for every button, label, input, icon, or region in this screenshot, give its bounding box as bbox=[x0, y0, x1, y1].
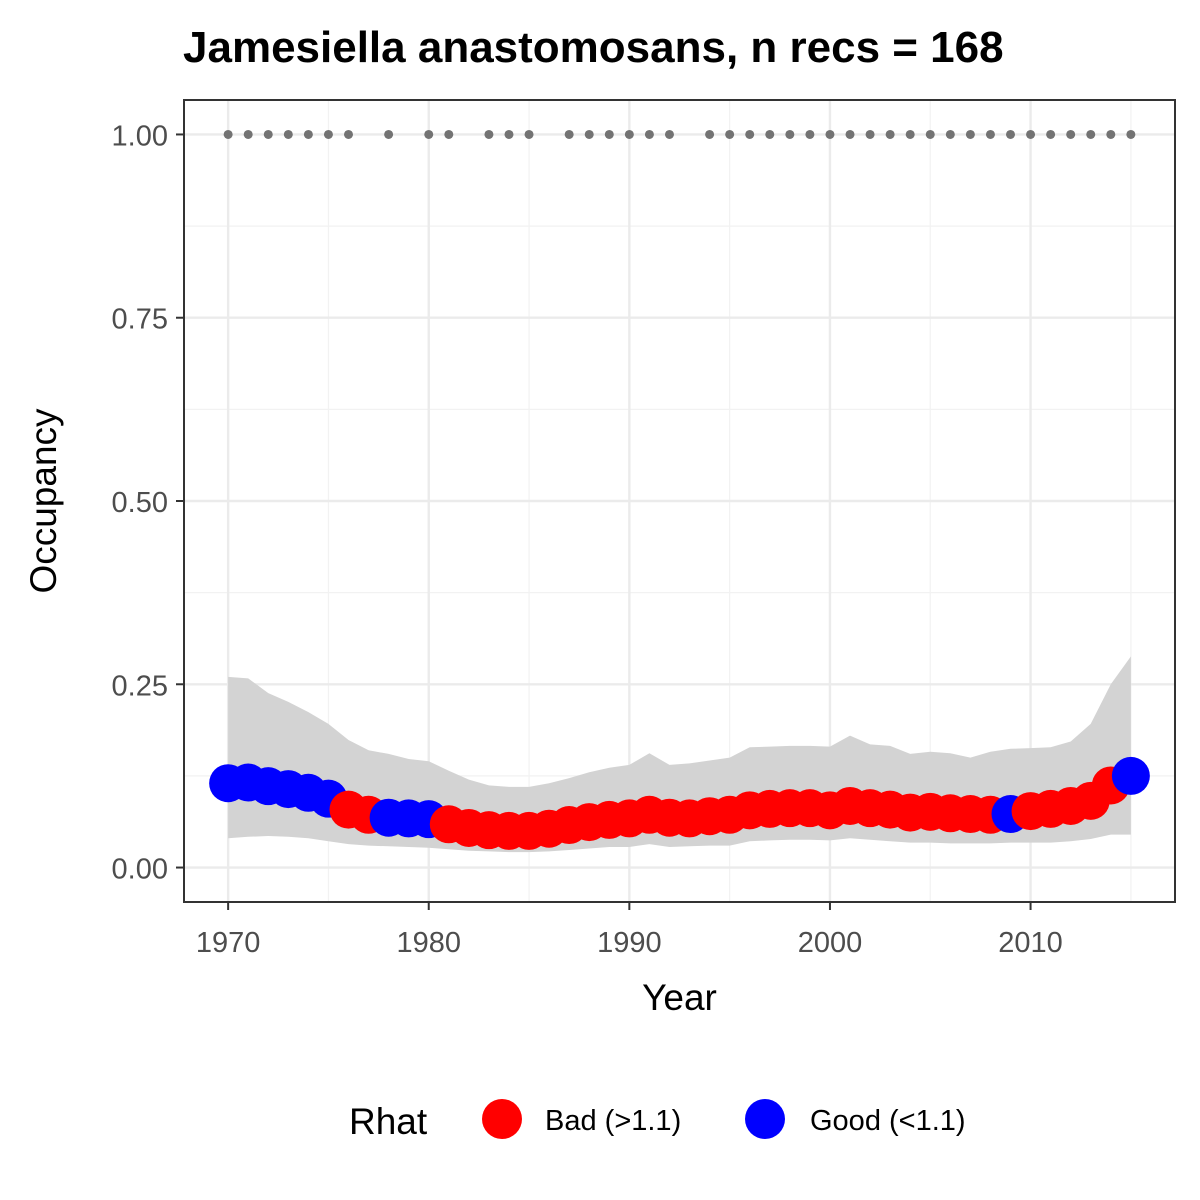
record-dot bbox=[1066, 129, 1076, 139]
record-dot bbox=[484, 129, 494, 139]
record-dot bbox=[1006, 129, 1016, 139]
legend-key-bad bbox=[482, 1099, 522, 1139]
x-axis: 1970 1980 1990 2000 2010 bbox=[196, 902, 1063, 959]
plot-panel bbox=[183, 99, 1176, 903]
legend-key-good bbox=[745, 1099, 785, 1139]
record-dot bbox=[303, 129, 313, 139]
record-dot bbox=[1126, 129, 1136, 139]
record-dot bbox=[945, 129, 955, 139]
y-axis-title: Occupancy bbox=[23, 408, 64, 594]
record-dot bbox=[584, 129, 594, 139]
major-gridlines bbox=[184, 100, 1175, 902]
record-dot bbox=[1026, 129, 1036, 139]
x-tick-label: 1990 bbox=[597, 927, 662, 959]
record-year-markers bbox=[223, 129, 1136, 139]
y-tick-label: 1.00 bbox=[112, 120, 168, 152]
x-tick-label: 2010 bbox=[998, 927, 1063, 959]
occupancy-points bbox=[209, 756, 1150, 850]
record-dot bbox=[504, 129, 514, 139]
legend: Rhat Bad (>1.1) Good (<1.1) bbox=[349, 1099, 966, 1142]
record-dot bbox=[223, 129, 233, 139]
record-dot bbox=[283, 129, 293, 139]
record-dot bbox=[263, 129, 273, 139]
record-dot bbox=[965, 129, 975, 139]
record-dot bbox=[785, 129, 795, 139]
record-dot bbox=[624, 129, 634, 139]
record-dot bbox=[705, 129, 715, 139]
record-dot bbox=[384, 129, 394, 139]
legend-title: Rhat bbox=[349, 1101, 428, 1142]
y-tick-label: 0.50 bbox=[112, 487, 168, 519]
occupancy-point bbox=[1111, 756, 1150, 795]
record-dot bbox=[444, 129, 454, 139]
x-tick-label: 1980 bbox=[396, 927, 461, 959]
record-dot bbox=[985, 129, 995, 139]
y-tick-label: 0.75 bbox=[112, 304, 168, 336]
record-dot bbox=[564, 129, 574, 139]
y-axis: 0.00 0.25 0.50 0.75 1.00 bbox=[112, 120, 184, 886]
y-tick-label: 0.25 bbox=[112, 670, 168, 702]
record-dot bbox=[1046, 129, 1056, 139]
record-dot bbox=[885, 129, 895, 139]
record-dot bbox=[524, 129, 534, 139]
x-tick-label: 2000 bbox=[798, 927, 863, 959]
record-dot bbox=[745, 129, 755, 139]
legend-label-bad: Bad (>1.1) bbox=[545, 1105, 681, 1137]
record-dot bbox=[343, 129, 353, 139]
record-dot bbox=[725, 129, 735, 139]
legend-label-good: Good (<1.1) bbox=[810, 1105, 966, 1137]
record-dot bbox=[925, 129, 935, 139]
record-dot bbox=[664, 129, 674, 139]
x-tick-label: 1970 bbox=[196, 927, 261, 959]
record-dot bbox=[604, 129, 614, 139]
y-tick-label: 0.00 bbox=[112, 854, 168, 886]
record-dot bbox=[424, 129, 434, 139]
chart-title: Jamesiella anastomosans, n recs = 168 bbox=[183, 23, 1004, 72]
record-dot bbox=[1106, 129, 1116, 139]
record-dot bbox=[644, 129, 654, 139]
record-dot bbox=[905, 129, 915, 139]
x-axis-title: Year bbox=[642, 977, 717, 1018]
record-dot bbox=[825, 129, 835, 139]
record-dot bbox=[1086, 129, 1096, 139]
record-dot bbox=[805, 129, 815, 139]
record-dot bbox=[765, 129, 775, 139]
record-dot bbox=[323, 129, 333, 139]
record-dot bbox=[243, 129, 253, 139]
record-dot bbox=[865, 129, 875, 139]
record-dot bbox=[845, 129, 855, 139]
